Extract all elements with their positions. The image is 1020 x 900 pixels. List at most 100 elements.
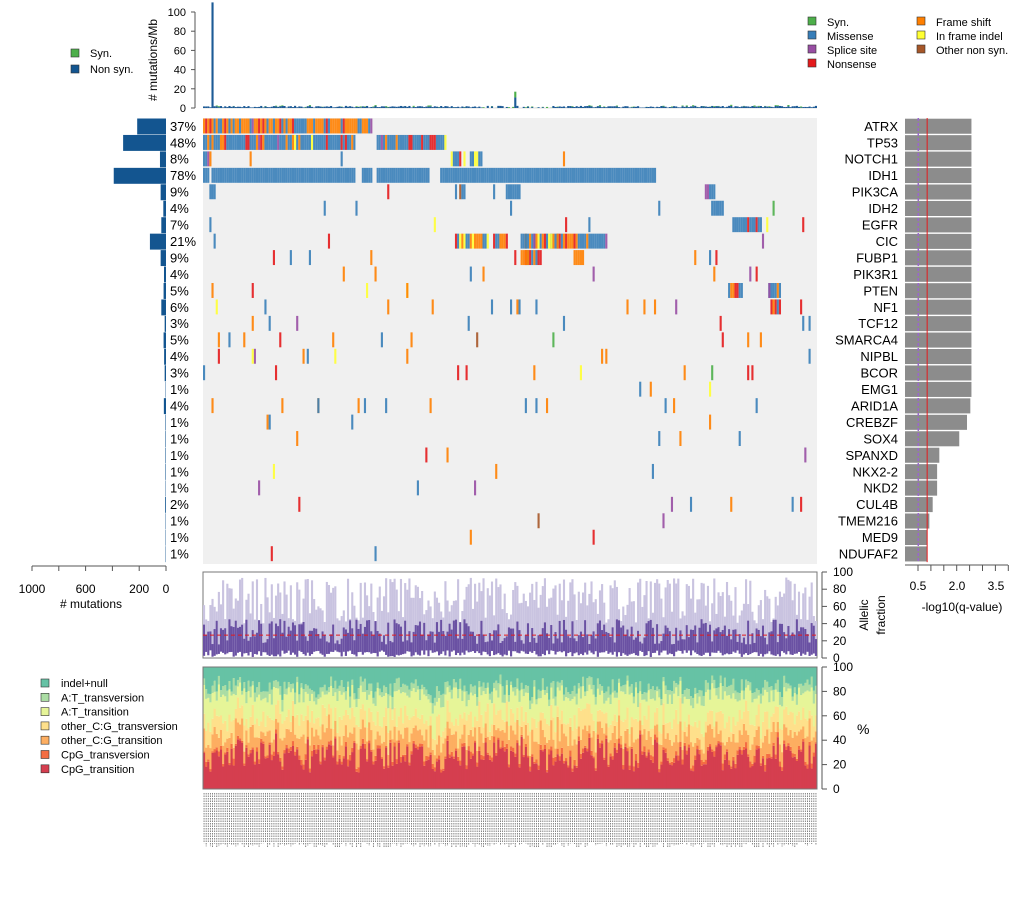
- spectrum-segment: [552, 667, 555, 682]
- allelic-fraction-median-bar: [215, 620, 218, 655]
- spectrum-segment: [366, 727, 369, 742]
- tmb-bar: [431, 107, 434, 108]
- oncoprint-cell: [751, 365, 754, 381]
- spectrum-segment: [719, 683, 723, 711]
- allelic-fraction-median-bar: [590, 635, 593, 653]
- allelic-fraction-max-bar: [759, 600, 762, 654]
- spectrum-segment: [253, 761, 257, 765]
- spectrum-segment: [408, 762, 411, 766]
- oncoprint-cell: [734, 283, 737, 298]
- spectrum-segment: [791, 667, 795, 697]
- spectrum-segment: [601, 690, 604, 712]
- oncoprint-cell: [395, 134, 398, 150]
- allelic-fraction-median-bar: [806, 634, 809, 652]
- allelic-fraction-max-bar: [238, 579, 242, 652]
- allelic-fraction-median-bar: [484, 642, 487, 653]
- spectrum-segment: [541, 667, 545, 679]
- allelic-fraction-max-bar: [766, 596, 769, 654]
- allelic-fraction-median-bar: [565, 629, 568, 657]
- gene-count-tick-label: 200: [129, 582, 149, 596]
- oncoprint-cell: [291, 118, 295, 134]
- allelic-fraction-max-bar: [467, 584, 470, 653]
- spectrum-segment: [700, 690, 704, 706]
- allelic-fraction-max-bar: [469, 577, 472, 652]
- tmb-bar: [255, 107, 259, 108]
- gene-label: TP53: [867, 135, 898, 150]
- spectrum-segment: [526, 667, 530, 686]
- allelic-fraction-max-bar: [535, 581, 538, 655]
- spectrum-segment: [524, 667, 528, 686]
- spectrum-segment: [298, 755, 301, 760]
- oncoprint-cell: [520, 233, 523, 249]
- allelic-fraction-median-bar: [696, 642, 699, 654]
- tmb-bar: [696, 107, 699, 108]
- oncoprint-cell: [270, 546, 273, 562]
- spectrum-segment: [700, 733, 704, 750]
- spectrum-segment: [677, 724, 680, 743]
- oncoprint-cell: [529, 233, 532, 249]
- oncoprint-cell: [238, 134, 242, 150]
- allelic-fraction-median-bar: [514, 641, 517, 652]
- spectrum-segment: [632, 766, 636, 772]
- oncoprint-cell: [416, 167, 419, 183]
- allelic-fraction-max-bar: [787, 579, 790, 652]
- oncoprint-cell: [745, 217, 748, 233]
- spectrum-segment: [651, 667, 655, 687]
- spectrum-segment: [234, 743, 238, 746]
- allelic-fraction-max-bar: [438, 602, 441, 656]
- allelic-fraction-max-bar: [656, 579, 659, 651]
- spectrum-segment: [355, 667, 358, 699]
- spectrum-segment: [471, 695, 475, 727]
- spectrum-segment: [421, 746, 424, 789]
- tmb-bar: [389, 106, 392, 108]
- spectrum-segment: [478, 750, 481, 789]
- tmb-bar-syn: [274, 105, 278, 107]
- spectrum-segment: [723, 667, 727, 678]
- oncoprint-cell: [260, 118, 263, 134]
- spectrum-segment: [531, 703, 534, 718]
- spectrum-segment: [454, 718, 458, 732]
- gene-count-tick-label: 0: [163, 582, 170, 596]
- spectrum-segment: [620, 667, 623, 687]
- spectrum-segment: [423, 694, 426, 724]
- allelic-fraction-max-bar: [548, 598, 551, 655]
- allelic-fraction-median-bar: [797, 631, 801, 652]
- allelic-fraction-max-bar: [289, 585, 292, 655]
- oncoprint-cell: [461, 184, 464, 200]
- oncoprint-cell: [294, 134, 297, 150]
- spectrum-segment: [372, 749, 375, 762]
- spectrum-segment: [438, 714, 441, 736]
- spectrum-segment: [442, 770, 445, 789]
- spectrum-segment: [577, 736, 581, 741]
- tmb-bar: [778, 105, 782, 108]
- spectrum-segment: [465, 769, 469, 789]
- spectrum-segment: [529, 731, 532, 756]
- spectrum-segment: [622, 685, 625, 692]
- oncoprint-cell: [713, 184, 716, 200]
- spectrum-segment: [713, 737, 716, 752]
- oncoprint-cell: [484, 167, 487, 183]
- tmb-bar-syn: [387, 106, 390, 108]
- spectrum-segment: [573, 759, 577, 766]
- spectrum-segment: [418, 746, 422, 789]
- spectrum-segment: [757, 704, 761, 727]
- spectrum-segment: [639, 730, 642, 735]
- spectrum-segment: [617, 743, 621, 789]
- spectrum-segment: [548, 706, 551, 726]
- oncoprint-cell: [344, 167, 347, 183]
- spectrum-segment: [776, 722, 780, 733]
- spectrum-segment: [431, 713, 435, 739]
- allelic-fraction-median-bar: [738, 634, 741, 654]
- allelic-fraction-max-bar: [277, 583, 280, 655]
- spectrum-segment: [219, 749, 223, 789]
- oncoprint-cell: [262, 118, 265, 134]
- spectrum-segment: [277, 688, 280, 701]
- tmb-bar: [596, 106, 599, 108]
- allelic-fraction-median-bar: [603, 624, 606, 653]
- allelic-fraction-max-bar: [404, 583, 407, 654]
- oncoprint-cell: [205, 134, 208, 150]
- spectrum-segment: [715, 688, 718, 696]
- oncoprint-cell: [446, 447, 449, 463]
- spectrum-segment: [325, 749, 329, 789]
- spectrum-segment: [706, 682, 710, 690]
